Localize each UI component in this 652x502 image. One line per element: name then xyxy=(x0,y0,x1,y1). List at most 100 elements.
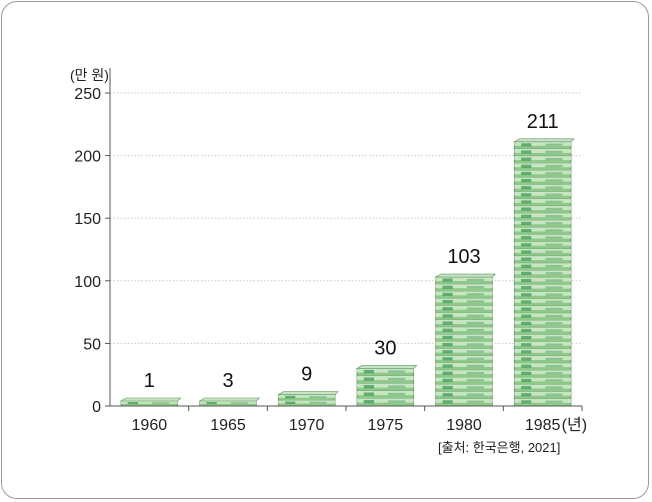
bill-mark xyxy=(442,292,453,297)
bill-mark xyxy=(363,384,375,389)
bill-layer xyxy=(514,306,571,310)
bill-mark xyxy=(442,378,453,382)
bill-layer xyxy=(514,256,571,260)
bill-layer xyxy=(435,312,493,317)
bill-mark xyxy=(545,172,563,175)
value-label: 3 xyxy=(222,370,233,392)
bill-mark xyxy=(521,178,532,183)
bill-mark xyxy=(466,278,484,281)
bill-mark xyxy=(545,150,563,153)
bill-mark xyxy=(442,285,453,289)
bill-layer xyxy=(435,284,493,289)
bill-mark xyxy=(388,377,406,381)
bill-mark xyxy=(521,321,532,325)
bill-mark xyxy=(521,214,532,218)
bill-layer xyxy=(435,298,493,303)
y-tick-label: 100 xyxy=(74,274,101,291)
bill-layer xyxy=(514,348,571,353)
bill-layer xyxy=(435,377,493,382)
bill-layer xyxy=(514,191,571,196)
bill-mark xyxy=(545,229,563,232)
bar xyxy=(277,391,339,407)
bill-mark xyxy=(545,193,563,196)
bill-mark xyxy=(545,300,563,303)
bill-mark xyxy=(545,357,563,360)
bar-top xyxy=(434,273,497,278)
bill-layer xyxy=(514,170,571,175)
bill-layer xyxy=(514,141,571,146)
bill-mark xyxy=(545,264,563,268)
bill-mark xyxy=(442,299,453,304)
bill-mark xyxy=(545,364,563,368)
bill-mark xyxy=(521,186,532,190)
bar-top xyxy=(277,391,339,396)
bill-mark xyxy=(309,396,327,398)
bar-top xyxy=(513,138,575,143)
bill-mark xyxy=(127,402,139,405)
bill-layer xyxy=(199,401,257,404)
bill-layer xyxy=(514,227,571,232)
bill-layer xyxy=(514,291,571,296)
bill-mark xyxy=(521,200,532,204)
bill-mark xyxy=(442,314,453,318)
bill-layer xyxy=(435,384,493,389)
bill-mark xyxy=(466,285,484,289)
bill-mark xyxy=(545,329,563,332)
bill-layer xyxy=(514,320,571,325)
bill-layer xyxy=(514,184,571,189)
bill-mark xyxy=(309,401,327,404)
bill-layer xyxy=(435,320,493,324)
bill-mark xyxy=(545,222,563,225)
bill-mark xyxy=(363,369,375,374)
bill-layer xyxy=(514,341,571,346)
bill-mark xyxy=(545,207,563,211)
y-tick-label: 250 xyxy=(74,86,101,103)
bill-layer xyxy=(357,398,414,403)
bill-mark xyxy=(521,343,532,347)
bill-mark xyxy=(521,400,532,404)
category-label: 1960 xyxy=(132,417,168,434)
bill-mark xyxy=(442,385,453,390)
bill-mark xyxy=(545,279,563,282)
bill-mark xyxy=(442,321,453,325)
bill-mark xyxy=(545,372,563,375)
bill-layer xyxy=(278,400,335,404)
category-label: 1975 xyxy=(368,417,404,434)
bill-mark xyxy=(442,350,453,354)
bill-mark xyxy=(442,328,453,332)
bill-mark xyxy=(545,243,563,246)
bill-layer xyxy=(357,383,414,388)
bill-layer xyxy=(514,370,571,375)
bar-top xyxy=(119,397,182,402)
bill-mark xyxy=(521,271,532,275)
bill-mark xyxy=(545,200,563,203)
bill-mark xyxy=(363,377,375,381)
bill-mark xyxy=(545,314,563,318)
bill-mark xyxy=(466,364,484,367)
bar-top xyxy=(198,397,261,402)
bill-mark xyxy=(521,243,532,247)
bill-mark xyxy=(442,278,453,282)
bill-mark xyxy=(521,378,532,383)
bill-mark xyxy=(545,379,563,382)
bill-mark xyxy=(521,250,532,254)
bill-layer xyxy=(514,148,571,153)
bill-mark xyxy=(388,392,406,396)
bill-layer xyxy=(514,241,571,246)
bill-layer xyxy=(514,156,571,161)
bill-layer xyxy=(514,398,571,403)
bill-mark xyxy=(388,400,406,403)
category-label: 1985 xyxy=(525,417,561,434)
bill-mark xyxy=(521,286,532,290)
bill-layer xyxy=(514,334,571,339)
x-axis-unit-label: (년) xyxy=(562,416,587,434)
bill-mark xyxy=(521,264,532,268)
bill-layer xyxy=(514,248,571,253)
bar xyxy=(355,365,418,407)
bill-layer xyxy=(435,341,493,346)
y-tick-label: 0 xyxy=(92,399,101,416)
bill-mark xyxy=(545,307,563,310)
bill-mark xyxy=(521,386,532,390)
bill-layer xyxy=(435,348,493,353)
